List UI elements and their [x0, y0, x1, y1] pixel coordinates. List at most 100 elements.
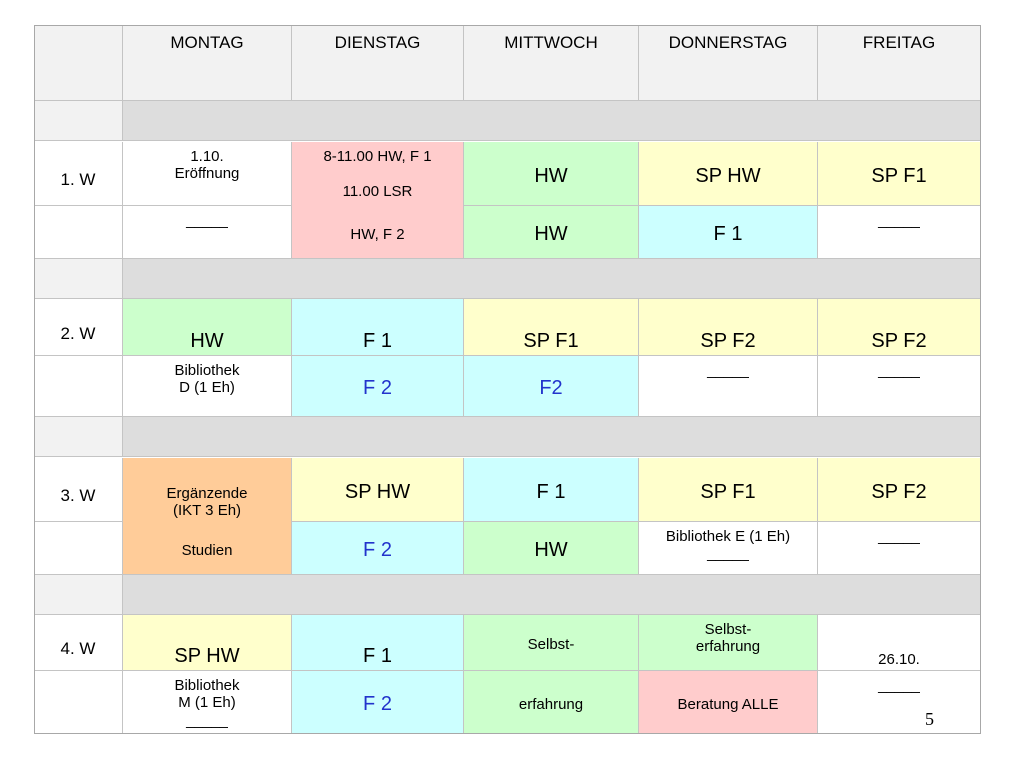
cell-text: _____ [878, 212, 920, 229]
cell-text: SP HW [695, 164, 761, 187]
cell-text: F2 [539, 377, 563, 399]
cell-text: MONTAG [170, 33, 244, 52]
cell-text: FREITAG [862, 33, 936, 52]
cell-text: 1.10. [190, 148, 224, 165]
cell-text: Ergänzende [166, 484, 248, 502]
day-header-3: MITTWOCH [464, 25, 639, 101]
slot-bottom-5: _____ [818, 522, 981, 575]
slot-top-5: SP F1 [818, 142, 981, 206]
slot-top-2: F 1 [292, 299, 464, 356]
cell-text: HW [190, 330, 224, 352]
day-header-5: FREITAG [818, 25, 981, 101]
cell-text: _____ [186, 212, 228, 229]
cell-text: HW, F 2 [350, 225, 405, 243]
separator-label-cell [34, 417, 123, 457]
cell-text: erfahrung [518, 695, 584, 713]
slot-bottom-4: Beratung ALLE [639, 671, 818, 734]
cell-text: SP F1 [871, 164, 927, 187]
cell-text: F 1 [536, 480, 566, 503]
cell-text: SP HW [344, 480, 411, 503]
week-label-cell: 4. W [34, 615, 123, 671]
slot-bottom-2: F 2 [292, 356, 464, 417]
slot-bottom-3: erfahrung [464, 671, 639, 734]
cell-text: 4. W [60, 639, 96, 658]
week-label-empty [34, 356, 123, 417]
cell-text: HW [534, 539, 568, 561]
slot-bottom-1: _____ [123, 206, 292, 259]
slot-bottom-2: F 2 [292, 522, 464, 575]
day-header-1: MONTAG [123, 25, 292, 101]
separator-label-cell [34, 101, 123, 141]
cell-text: Bibliothek [174, 362, 240, 379]
schedule-table: MONTAG DIENSTAG MITTWOCH DONNERSTAG FREITAG 1… [34, 25, 981, 734]
cell-text: D (1 Eh) [179, 379, 235, 397]
slot-top-3: F 1 [464, 458, 639, 522]
cell-text: erfahrung [695, 638, 761, 656]
cell-text: DONNERSTAG [668, 33, 788, 52]
slot-top-1: HW [123, 299, 292, 356]
cell-text: Selbst- [704, 621, 752, 638]
week-label-cell: 3. W [34, 458, 123, 522]
slot-top-1: SP HW [123, 615, 292, 671]
slot-top-5: SP F2 [818, 299, 981, 356]
week-separator [123, 101, 981, 141]
cell-text: SP F2 [700, 330, 756, 352]
slot-bottom-3: F2 [464, 356, 639, 417]
slot-bottom-2: F 2 [292, 671, 464, 734]
week-label-empty [34, 522, 123, 575]
cell-text: Beratung ALLE [677, 695, 779, 713]
slot-bottom-5: _____ [818, 671, 981, 734]
cell-text: _____ [707, 362, 749, 379]
slot-bottom-5: _____ [818, 356, 981, 417]
week-label-cell: 2. W [34, 299, 123, 356]
cell-text: (IKT 3 Eh) [172, 501, 242, 519]
cell-text: _____ [878, 528, 920, 545]
cell-text: Bibliothek [174, 677, 240, 694]
slot-top-3: Selbst- [464, 615, 639, 671]
week-label-empty [34, 206, 123, 259]
cell-text: M (1 Eh) [178, 694, 236, 712]
separator-label-cell [34, 575, 123, 615]
slot-bottom-4: Bibliothek E (1 Eh) _____ [639, 522, 818, 575]
slot-bottom-3: HW [464, 206, 639, 259]
slot-top-5: SP F2 [818, 458, 981, 522]
cell-text: SP F2 [871, 480, 927, 503]
slot-bottom-1: Bibliothek D (1 Eh) [123, 356, 292, 417]
slot-top-1: Ergänzende (IKT 3 Eh) Studien [123, 458, 292, 575]
cell-text: Selbst- [527, 636, 575, 654]
cell-text: HW [534, 164, 568, 187]
slot-top-2: SP HW [292, 458, 464, 522]
slot-top-3: SP F1 [464, 299, 639, 356]
cell-text: MITTWOCH [504, 33, 598, 52]
cell-text: _____ [878, 677, 920, 694]
cell-text: F 2 [363, 693, 392, 715]
cell-text: _____ [878, 362, 920, 379]
cell-text: Eröffnung [174, 165, 240, 183]
cell-text: _____ [707, 545, 749, 563]
week-separator [123, 575, 981, 615]
slot-top-4: SP HW [639, 142, 818, 206]
cell-text: SP F1 [700, 480, 756, 503]
page-number: 5 [925, 709, 934, 729]
slot-top-3: HW [464, 142, 639, 206]
week-label-empty [34, 671, 123, 734]
cell-text: F 1 [363, 645, 392, 667]
slot-top-2: 8-11.00 HW, F 1 11.00 LSR HW, F 2 [292, 142, 464, 259]
cell-text: F 2 [363, 539, 392, 561]
header-corner [34, 25, 123, 101]
separator-label-cell [34, 259, 123, 299]
slot-top-4: SP F2 [639, 299, 818, 356]
slot-bottom-4: F 1 [639, 206, 818, 259]
cell-text: Bibliothek E (1 Eh) [665, 528, 791, 545]
cell-text: 1. W [60, 170, 96, 189]
cell-text: SP F2 [871, 330, 927, 352]
week-label-cell: 1. W [34, 142, 123, 206]
cell-text: 8-11.00 HW, F 1 [323, 148, 432, 165]
cell-text: F 1 [713, 223, 743, 245]
cell-text: F 1 [363, 330, 392, 352]
slot-top-4: Selbst-erfahrung [639, 615, 818, 671]
slot-bottom-4: _____ [639, 356, 818, 417]
cell-text: F 2 [363, 377, 392, 399]
slot-top-2: F 1 [292, 615, 464, 671]
cell-text: 11.00 LSR [342, 182, 413, 200]
